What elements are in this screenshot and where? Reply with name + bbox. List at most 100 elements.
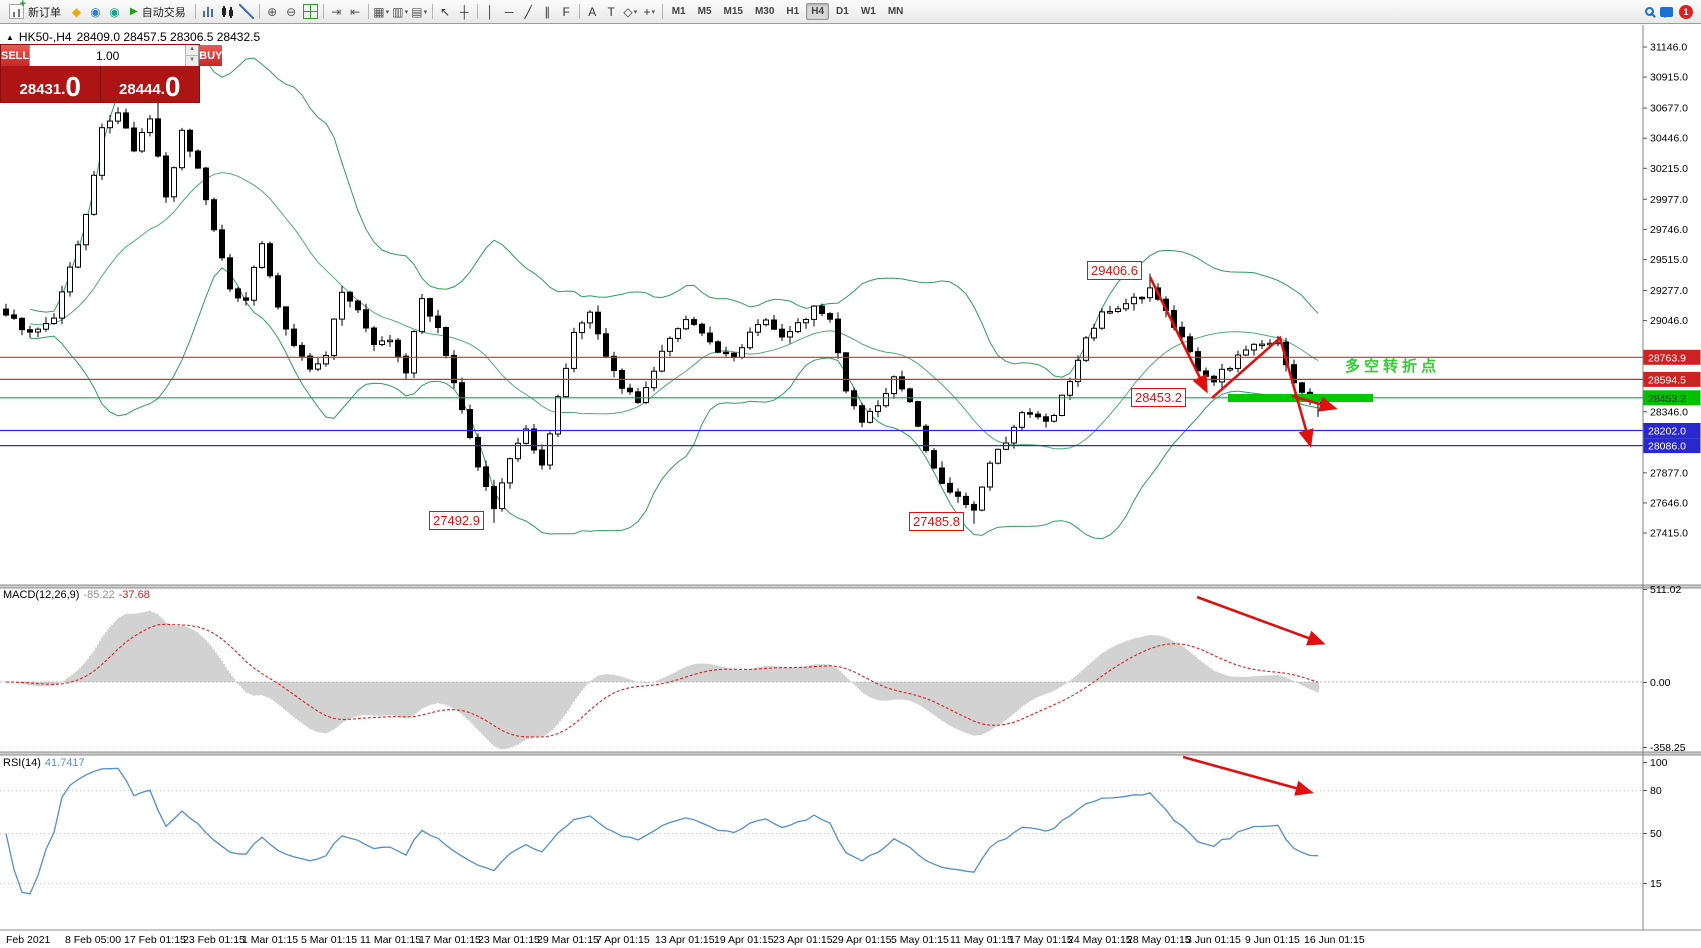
crosshair-icon[interactable]: ┼	[459, 4, 469, 19]
fibonacci-icon[interactable]: F	[562, 4, 570, 19]
timeframe-m30[interactable]: M30	[754, 6, 775, 17]
ask-price[interactable]: 28444. 0	[100, 66, 199, 102]
chat-icon[interactable]	[1660, 6, 1673, 18]
red-arrow	[1291, 394, 1338, 412]
time-axis-label: 23 Mar 01:15	[478, 934, 540, 946]
time-axis-label: 23 Apr 01:15	[773, 934, 833, 946]
macd-axis-label: -358.25	[1650, 742, 1686, 754]
bollinger-upper	[29, 43, 1319, 378]
buy-button[interactable]: BUY	[199, 45, 223, 66]
price-axis-label: 27415.0	[1650, 528, 1688, 540]
timeframe-d1[interactable]: D1	[836, 6, 849, 17]
autotrading-button[interactable]: ▶ 自动交易	[124, 2, 192, 21]
rsi-label: RSI(14) 41.7417	[3, 757, 89, 769]
trendline-icon[interactable]: ╱	[524, 4, 532, 19]
objects-dropdown[interactable]: + ▾	[643, 4, 655, 19]
timeframe-h4[interactable]: H4	[806, 3, 830, 20]
sell-button[interactable]: SELL	[1, 45, 30, 66]
candlestick-chart-icon[interactable]	[218, 2, 237, 21]
symbol-marker-icon: ▲	[6, 32, 14, 42]
new-order-button[interactable]: 新订单	[3, 0, 67, 21]
timeframe-m1[interactable]: M1	[671, 6, 686, 17]
time-axis-label: 5 May 01:15	[891, 934, 949, 946]
red-arrow	[1211, 335, 1314, 448]
volume-up-button[interactable]: ▲	[186, 45, 199, 56]
community-icon[interactable]: ◉	[90, 4, 101, 19]
market-info-icon[interactable]: ◉	[109, 4, 120, 19]
tile-windows-icon[interactable]	[301, 2, 320, 21]
price-axis-badge	[1643, 371, 1701, 387]
timeframe-m5[interactable]: M5	[697, 6, 712, 17]
new-chart-dropdown[interactable]: ▦ ▾	[373, 4, 390, 19]
chart-ohlc-values: 28409.0 28457.5 28306.5 28432.5	[76, 30, 261, 44]
macd-histogram	[7, 610, 1319, 750]
chart-shift-icon[interactable]: ⇤	[350, 4, 361, 19]
price-axis-badge	[1643, 390, 1701, 406]
red-arrow	[1148, 276, 1208, 394]
macd-params: MACD(12,26,9)	[3, 589, 80, 601]
volume-steppers: ▲ ▼	[185, 45, 199, 66]
bid-price[interactable]: 28431. 0	[1, 66, 101, 102]
horizontal-line-icon[interactable]: ─	[504, 4, 514, 19]
price-axis-badge-label: 28594.5	[1648, 374, 1686, 386]
ask-price-main: 28444.	[119, 81, 165, 98]
candlestick-chart-icon	[219, 4, 235, 19]
text-tool-icon[interactable]: T	[607, 4, 615, 19]
horizontal-level-lines[interactable]	[0, 356, 1643, 447]
equidistant-channel-icon[interactable]: ∥	[544, 4, 551, 19]
rsi-axis-label: 100	[1650, 757, 1668, 769]
time-axis-label: 5 Mar 01:15	[301, 934, 357, 946]
rsi-line	[5, 767, 1319, 895]
annotation-turning-point-text[interactable]: 多空转折点	[1345, 358, 1441, 375]
cursor-icon[interactable]: ↖	[440, 4, 451, 19]
annotation-low2-label[interactable]: 27485.8	[909, 512, 964, 531]
time-axis-label: 29 Mar 01:15	[537, 934, 599, 946]
vertical-line-icon[interactable]: │	[486, 4, 494, 19]
templates-dropdown[interactable]: ▤ ▾	[411, 4, 428, 19]
time-axis-label: 16 Jun 01:15	[1304, 934, 1365, 946]
volume-input[interactable]	[30, 45, 186, 66]
new-order-button-label: 新订单	[28, 6, 61, 19]
timeframe-mn[interactable]: MN	[887, 6, 904, 17]
bar-chart-icon	[200, 4, 216, 19]
volume-down-button[interactable]: ▼	[186, 56, 199, 66]
annotation-pivot-label[interactable]: 28453.2	[1131, 388, 1186, 407]
macd-label: MACD(12,26,9) -85.22 -37.68	[3, 589, 154, 601]
bar-chart-icon[interactable]	[199, 2, 218, 21]
caret-down-icon: ▾	[423, 8, 428, 16]
price-axis-label: 29746.0	[1650, 224, 1688, 236]
macd-axis-label: 511.02	[1650, 584, 1681, 596]
search-icon[interactable]	[1645, 7, 1654, 16]
push-notifications-icon[interactable]: ◆	[71, 4, 82, 19]
price-axis-badge-label: 28086.0	[1648, 441, 1686, 453]
time-axis-label: 9 Jun 01:15	[1245, 934, 1300, 946]
line-chart-icon[interactable]	[237, 2, 256, 21]
price-axis-badge	[1643, 423, 1701, 438]
price-axis-label: 27646.0	[1650, 497, 1688, 509]
macd-axis-label: 0.00	[1650, 677, 1671, 689]
price-axis-badge-label: 28763.9	[1648, 352, 1686, 364]
time-axis-label: 17 May 01:15	[1009, 934, 1073, 946]
timeframe-m15[interactable]: M15	[723, 6, 743, 17]
shapes-dropdown[interactable]: ◇ ▾	[623, 4, 638, 19]
annotation-arrows[interactable]	[1148, 276, 1338, 796]
annotation-swing-high-label[interactable]: 29406.6	[1087, 261, 1142, 280]
time-axis-label: 8 Feb 05:00	[65, 934, 121, 946]
timeframe-w1[interactable]: W1	[860, 6, 876, 17]
red-arrow	[1182, 755, 1314, 796]
rsi-params: RSI(14)	[3, 757, 41, 769]
zoom-in-icon[interactable]: ⊕	[267, 4, 278, 19]
candlestick-series[interactable]	[3, 96, 1321, 524]
price-axis-badge	[1643, 438, 1701, 454]
auto-scroll-icon[interactable]: ⇥	[331, 4, 342, 19]
timeframe-h1[interactable]: H1	[786, 6, 800, 17]
annotation-low1-label[interactable]: 27492.9	[429, 511, 484, 530]
profiles-dropdown[interactable]: ▥ ▾	[392, 4, 409, 19]
arrows-tool-icon[interactable]: A	[588, 4, 597, 19]
autotrading-button-label: 自动交易	[141, 6, 186, 19]
notification-badge[interactable]: 1	[1679, 4, 1693, 19]
zoom-out-icon[interactable]: ⊖	[286, 4, 297, 19]
rsi-indicator	[0, 767, 1643, 895]
